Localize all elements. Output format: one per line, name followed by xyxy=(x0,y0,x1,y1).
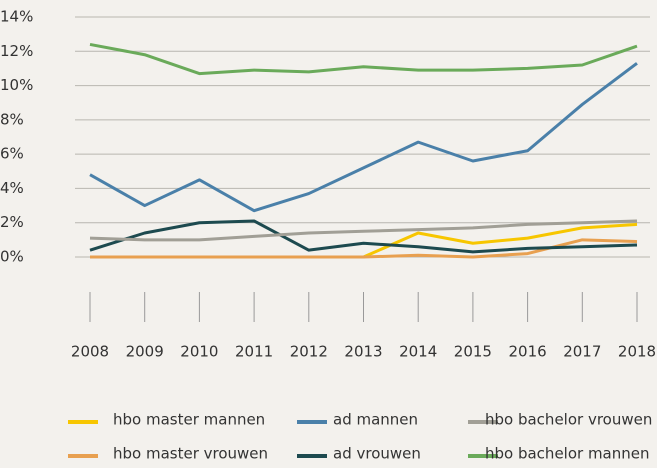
x-tick-label: 2017 xyxy=(563,343,601,361)
x-tick-label: 2011 xyxy=(235,343,273,361)
y-tick-label: 12% xyxy=(0,42,33,60)
x-tick-label: 2010 xyxy=(180,343,218,361)
legend-label: ad mannen xyxy=(333,411,418,429)
y-tick-label: 14% xyxy=(0,8,33,26)
x-tick-label: 2012 xyxy=(290,343,328,361)
y-tick-label: 8% xyxy=(0,110,24,128)
series-line xyxy=(89,219,638,254)
y-tick-label: 4% xyxy=(0,179,24,197)
series-line xyxy=(89,42,638,76)
series-line xyxy=(89,62,638,213)
legend-label: hbo master vrouwen xyxy=(113,445,268,463)
x-tick-label: 2013 xyxy=(344,343,382,361)
y-tick-label: 0% xyxy=(0,248,24,266)
legend-label: ad vrouwen xyxy=(333,445,421,463)
series-line xyxy=(89,219,638,242)
legend-label: hbo bachelor mannen xyxy=(485,445,650,463)
legend-label: hbo master mannen xyxy=(113,411,265,429)
legend-label: hbo bachelor vrouwen xyxy=(485,411,652,429)
y-tick-label: 10% xyxy=(0,76,33,94)
x-tick-label: 2016 xyxy=(509,343,547,361)
x-tick-label: 2015 xyxy=(454,343,492,361)
x-tick-label: 2018 xyxy=(618,343,656,361)
x-tick-label: 2014 xyxy=(399,343,437,361)
x-tick-label: 2008 xyxy=(71,343,109,361)
x-tick-label: 2009 xyxy=(126,343,164,361)
y-tick-label: 6% xyxy=(0,145,24,163)
y-tick-label: 2% xyxy=(0,213,24,231)
